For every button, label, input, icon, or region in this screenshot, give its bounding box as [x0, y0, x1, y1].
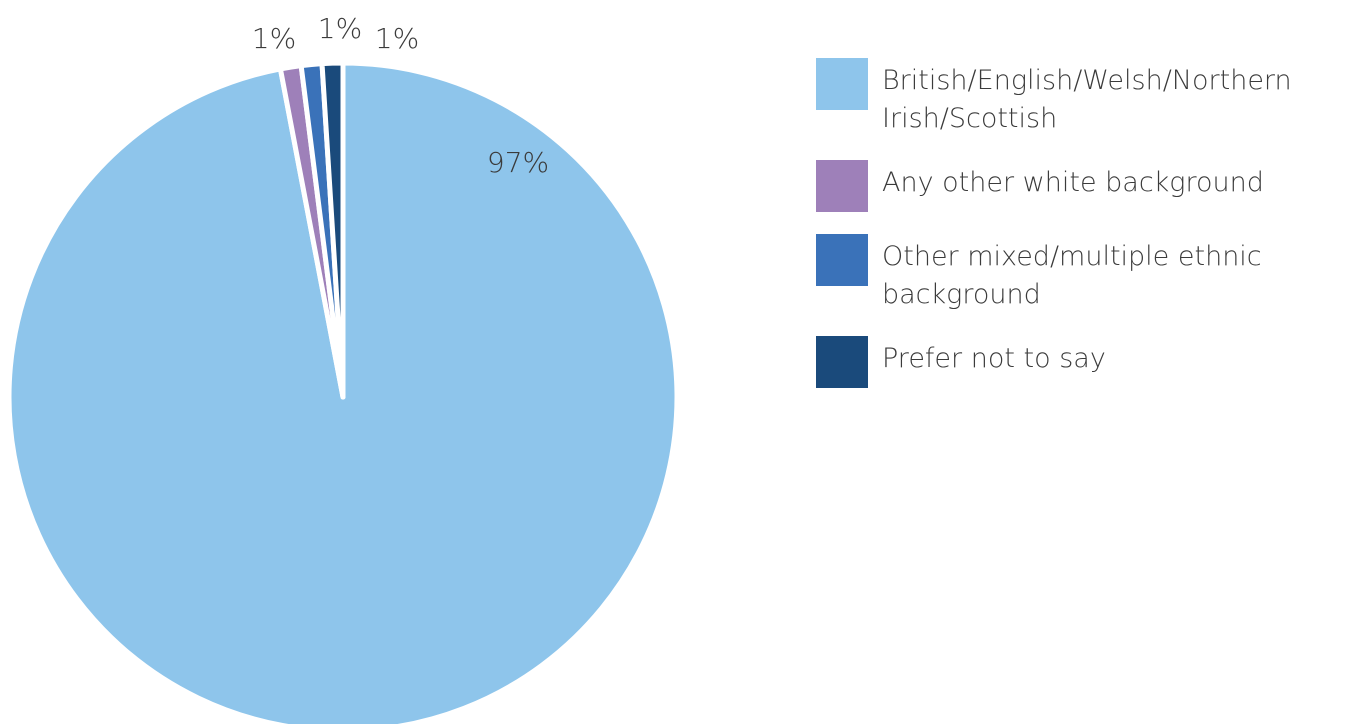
data-label: 97% [487, 146, 549, 179]
pie-slice [6, 60, 680, 724]
data-label: 1% [252, 22, 296, 55]
legend-item-other-mixed: Other mixed/multiple ethnic background [816, 234, 1356, 314]
pie-chart-plot: 97% 1% 1% 1% [6, 12, 680, 724]
legend: British/English/Welsh/Northern Irish/Sco… [816, 58, 1356, 410]
pie-slice [319, 60, 346, 400]
legend-swatch [816, 160, 868, 212]
legend-item-prefer-not: Prefer not to say [816, 336, 1356, 388]
legend-swatch [816, 58, 868, 110]
legend-swatch [816, 336, 868, 388]
legend-label: Any other white background [882, 167, 1264, 198]
legend-item-british: British/English/Welsh/Northern Irish/Sco… [816, 58, 1356, 138]
legend-swatch [816, 234, 868, 286]
legend-label: British/English/Welsh/Northern Irish/Sco… [882, 65, 1292, 134]
legend-item-other-white: Any other white background [816, 160, 1356, 212]
legend-label: Other mixed/multiple ethnic background [882, 241, 1262, 310]
data-label: 1% [318, 12, 362, 45]
legend-label: Prefer not to say [882, 343, 1106, 374]
data-label: 1% [375, 22, 419, 55]
